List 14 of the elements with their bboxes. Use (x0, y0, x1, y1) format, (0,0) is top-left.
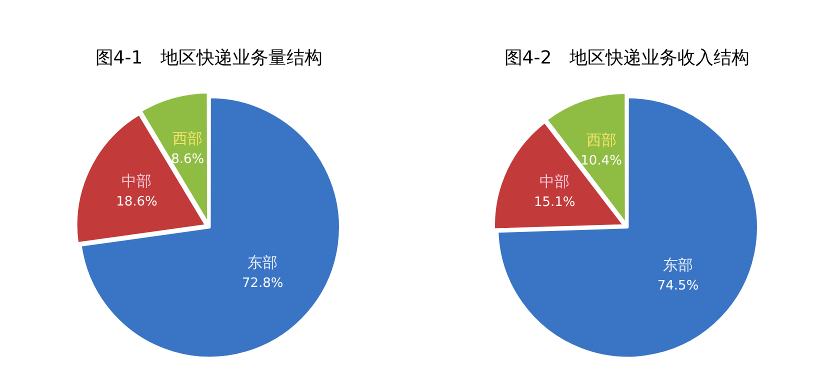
data-label: 10.4% (580, 153, 622, 168)
data-label: 74.5% (657, 278, 699, 294)
chart-title: 图4-1 地区快递业务量结构 (95, 47, 323, 68)
slice-label: 东部 (663, 256, 694, 274)
data-label: 15.1% (534, 194, 576, 210)
slice-label: 中部 (540, 172, 570, 190)
data-label: 8.6% (171, 152, 204, 167)
slice-label: 西部 (586, 130, 616, 149)
slice-label: 东部 (248, 253, 278, 272)
data-label: 18.6% (116, 194, 158, 210)
chart-title: 图4-2 地区快递业务收入结构 (504, 47, 750, 68)
slice-label: 西部 (172, 129, 203, 148)
data-label: 72.8% (242, 276, 284, 291)
slice-label: 中部 (122, 172, 152, 190)
